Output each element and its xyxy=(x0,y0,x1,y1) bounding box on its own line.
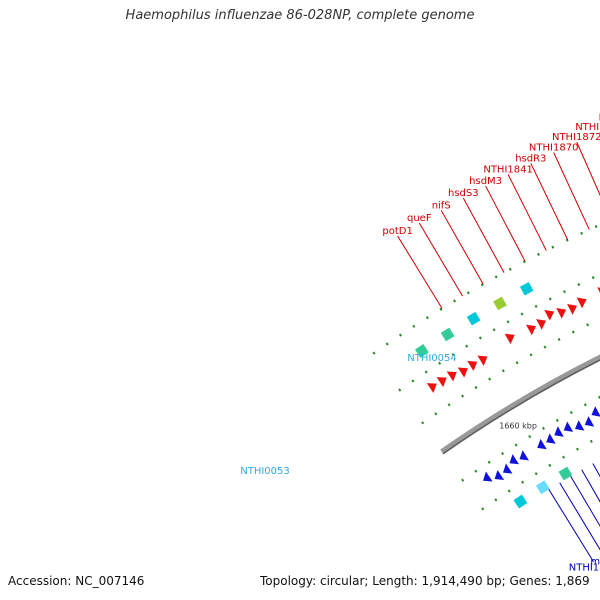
feature-block xyxy=(466,311,481,326)
leader-line xyxy=(418,222,463,297)
reverse-gene-arrow xyxy=(519,450,529,461)
guide-ring xyxy=(421,317,600,425)
forward-gene-arrow xyxy=(504,333,515,345)
outer-gene-label: nifS xyxy=(432,200,451,211)
outer-gene-label: potD1 xyxy=(382,226,412,237)
feature-block xyxy=(558,466,573,481)
outer-gene-label: hsdR3 xyxy=(515,153,546,164)
tick-label: 1660 kbp xyxy=(499,421,537,430)
genome-backbone-edge xyxy=(442,359,600,455)
accession-text: Accession: NC_007146 xyxy=(8,574,145,588)
outer-gene-label: hsdM3 xyxy=(469,176,502,187)
forward-gene-arrow xyxy=(446,371,457,382)
reverse-gene-arrow xyxy=(584,416,595,427)
forward-gene-arrow xyxy=(536,319,547,330)
highlight-gene-label: NTHI0053 xyxy=(240,466,290,477)
leader-line xyxy=(485,185,526,262)
reverse-gene-arrow xyxy=(494,469,505,480)
forward-gene-arrow xyxy=(436,377,447,388)
feature-block xyxy=(535,480,550,495)
feature-block xyxy=(519,281,534,296)
highlight-gene-label: NTHI0054 xyxy=(407,353,457,364)
outer-gene-label: hsdS3 xyxy=(448,188,479,199)
reverse-gene-arrow xyxy=(483,471,493,482)
reverse-gene-arrow xyxy=(563,421,574,432)
forward-gene-arrow xyxy=(477,355,488,366)
leader-line xyxy=(570,475,600,527)
genome-backbone xyxy=(440,354,600,455)
outer-gene-label: NTHI1888 xyxy=(575,122,600,133)
leader-line xyxy=(397,235,443,309)
outer-gene-label: NTHI1872 xyxy=(552,132,600,143)
inner-gene-label: NTHI1811 xyxy=(569,563,600,574)
forward-gene-arrow xyxy=(567,304,578,315)
outer-gene-label: queF xyxy=(407,213,432,224)
leader-line xyxy=(559,482,600,551)
reverse-gene-arrow xyxy=(537,438,547,450)
reverse-gene-arrow xyxy=(546,433,556,444)
feature-block xyxy=(440,327,455,342)
forward-gene-arrow xyxy=(526,324,537,336)
reverse-gene-arrow xyxy=(575,420,585,431)
reverse-gene-arrow xyxy=(554,426,564,437)
forward-gene-arrow xyxy=(556,308,567,319)
feature-block xyxy=(414,343,429,358)
leader-line xyxy=(530,163,569,241)
forward-gene-arrow xyxy=(597,287,600,293)
forward-gene-arrow xyxy=(576,297,587,309)
outer-gene-label: NTHI1841 xyxy=(483,164,533,175)
leader-line xyxy=(553,152,590,230)
forward-gene-arrow xyxy=(544,309,555,321)
topology-text: Topology: circular; Length: 1,914,490 bp… xyxy=(260,574,590,588)
outer-gene-label: NTHI1890 xyxy=(599,112,600,123)
inner-gene-label: malQ xyxy=(590,557,600,568)
leader-line xyxy=(576,141,600,197)
reverse-gene-arrow xyxy=(509,454,519,465)
leader-line xyxy=(548,489,594,562)
leader-line xyxy=(581,469,600,503)
leader-line xyxy=(440,210,484,285)
outer-gene-label: NTHI1870 xyxy=(529,143,579,154)
leader-line xyxy=(507,174,547,251)
feature-block xyxy=(493,296,507,311)
map-title: Haemophilus influenzae 86-028NP, complet… xyxy=(125,8,475,23)
forward-gene-arrow xyxy=(426,383,437,394)
forward-gene-arrow xyxy=(457,367,468,378)
forward-gene-arrow xyxy=(467,360,478,372)
leader-line xyxy=(462,197,505,273)
reverse-gene-arrow xyxy=(502,463,513,474)
reverse-gene-arrow xyxy=(591,406,600,417)
feature-block xyxy=(513,494,528,509)
